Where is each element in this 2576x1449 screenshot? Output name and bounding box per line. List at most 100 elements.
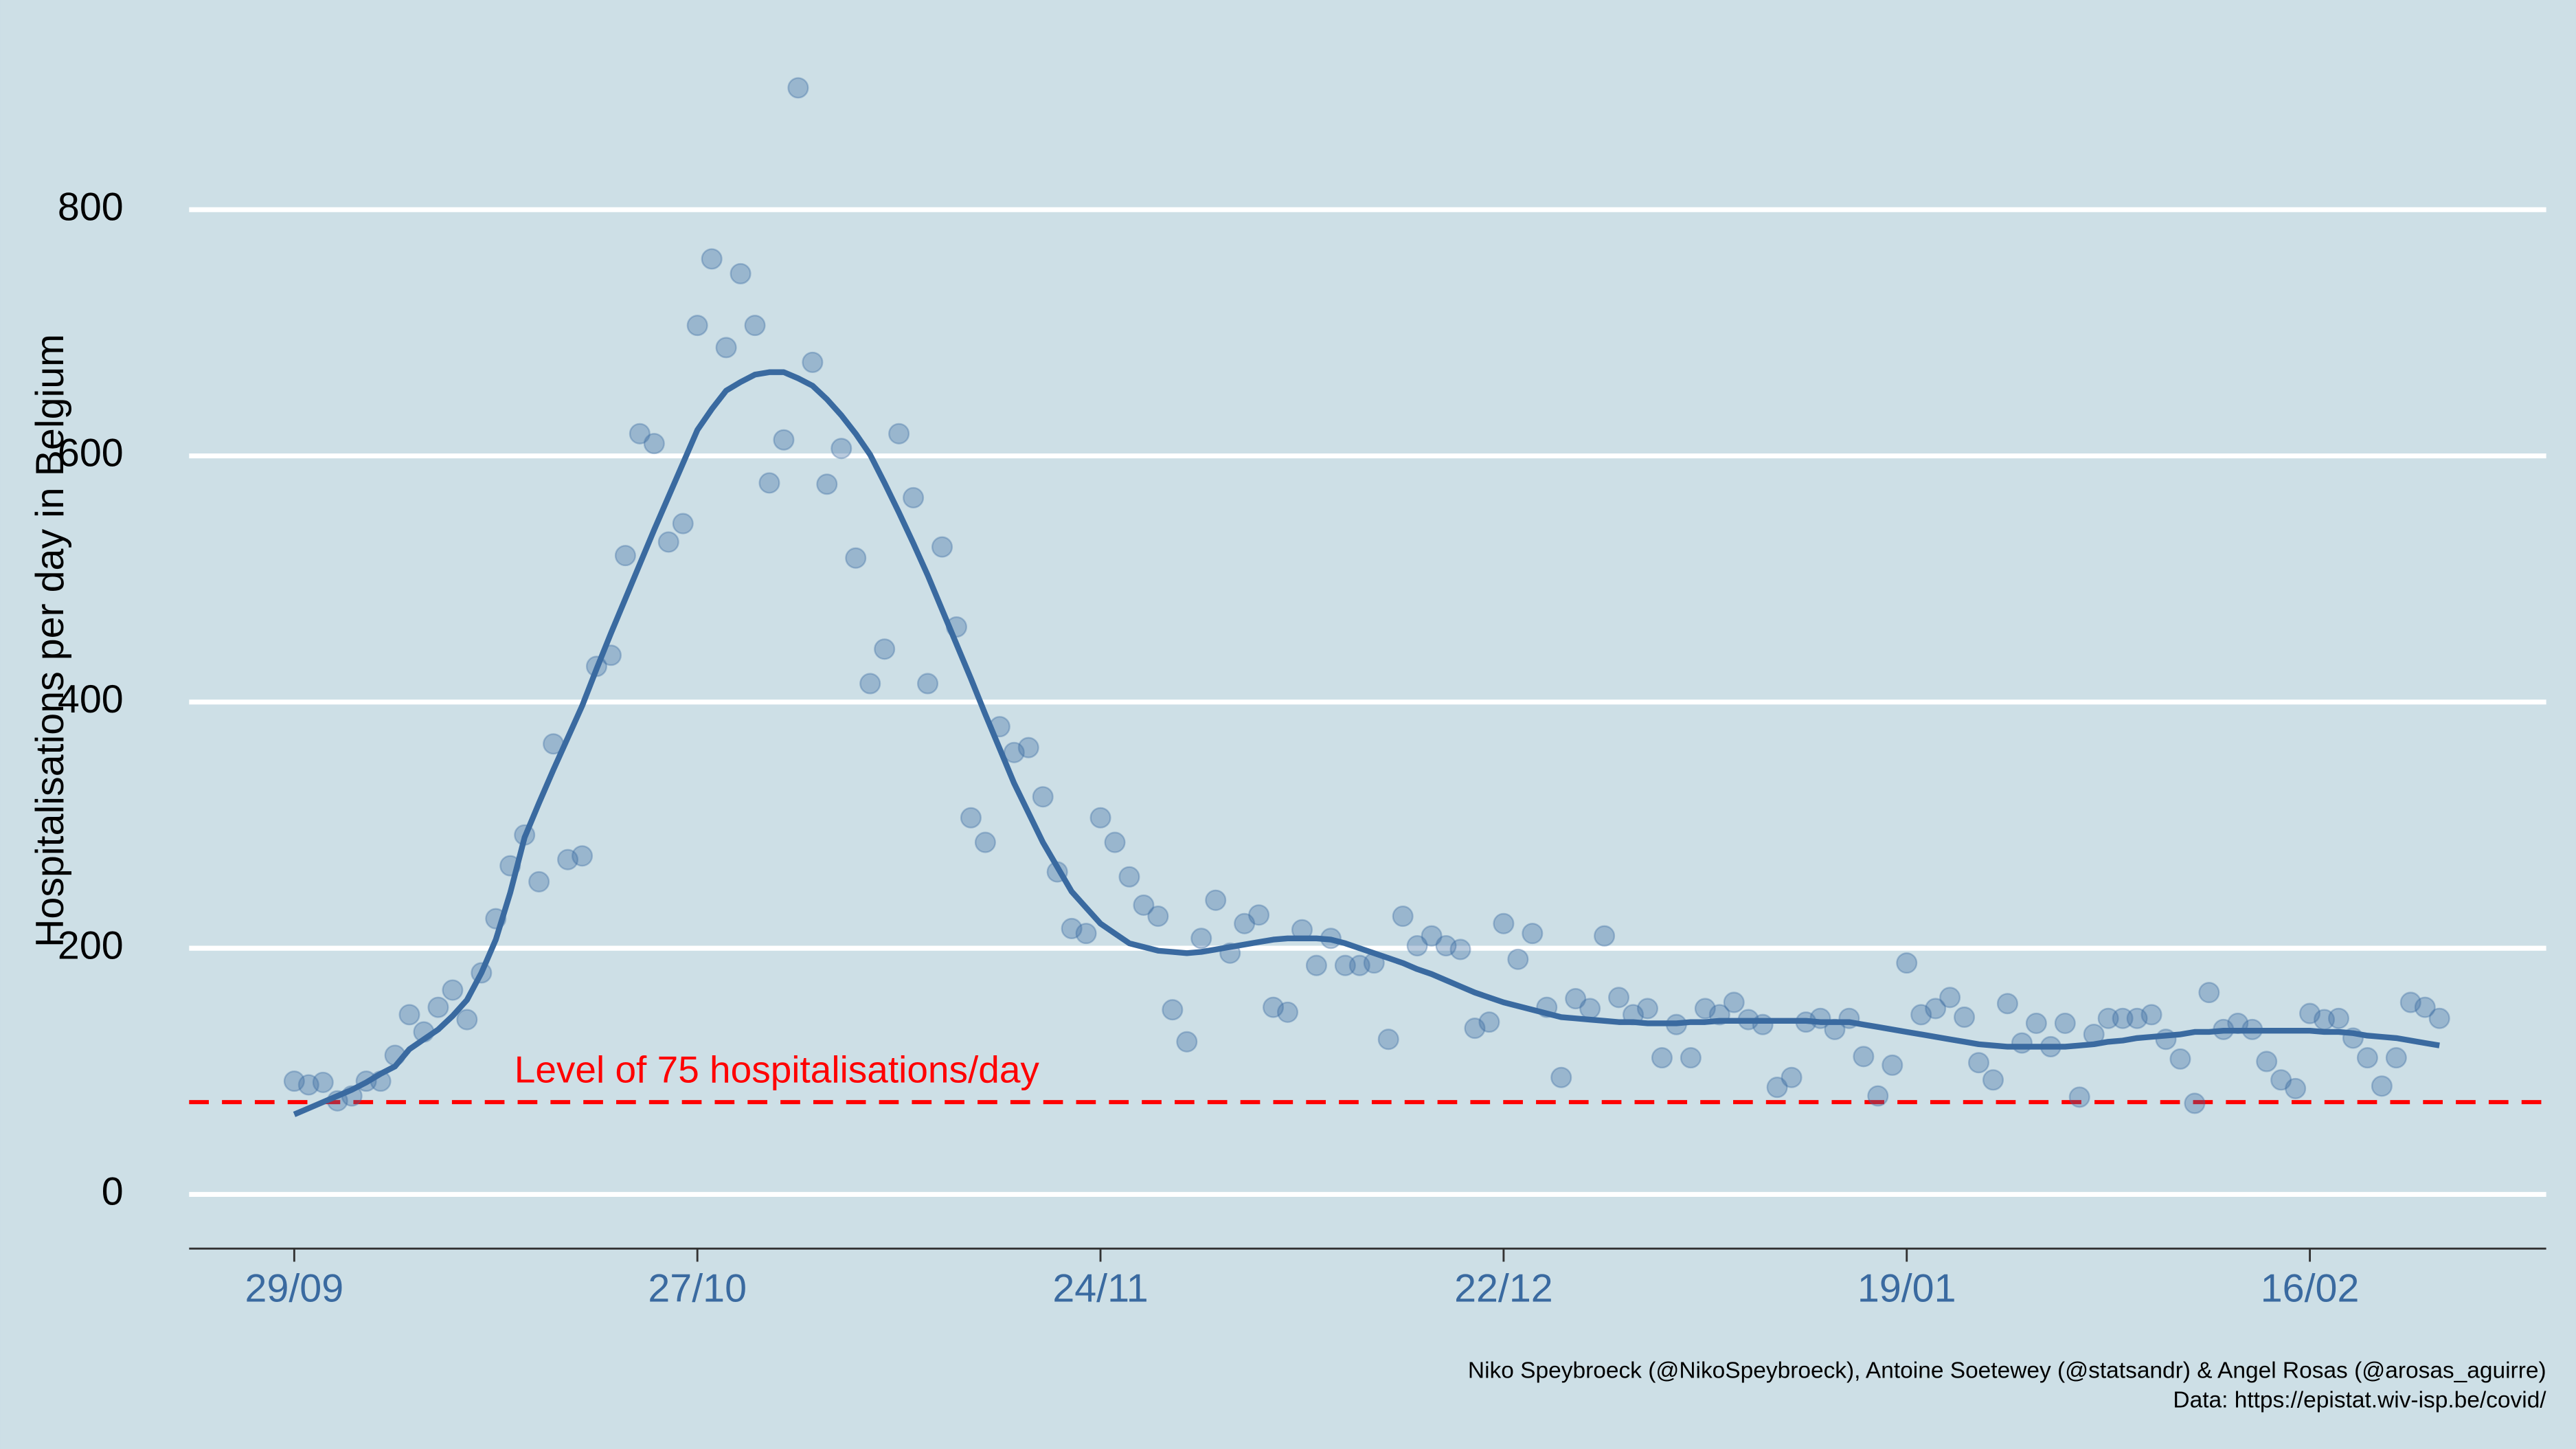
y-tick-label: 800 xyxy=(58,185,124,229)
point xyxy=(1896,952,1918,974)
point xyxy=(2011,1032,2033,1054)
point xyxy=(1133,894,1155,916)
point xyxy=(2198,982,2220,1004)
x-tick-label: 19/01 xyxy=(1857,1267,1956,1311)
point xyxy=(686,315,708,337)
point xyxy=(2025,1012,2047,1034)
point xyxy=(1248,904,1270,926)
point xyxy=(1925,998,1947,1020)
y-tick-label: 0 xyxy=(102,1170,124,1214)
point xyxy=(2399,991,2421,1013)
point xyxy=(1104,831,1126,853)
point xyxy=(1766,1077,1788,1099)
point xyxy=(1680,1047,1702,1069)
y-tick-label: 400 xyxy=(58,677,124,721)
point xyxy=(2097,1007,2119,1029)
point xyxy=(874,638,896,660)
point xyxy=(2112,1007,2134,1029)
point xyxy=(1190,928,1212,950)
point xyxy=(2356,1047,2378,1069)
point xyxy=(2285,1077,2307,1099)
point xyxy=(974,831,996,853)
point xyxy=(2299,1002,2321,1024)
point xyxy=(1565,988,1587,1010)
point xyxy=(730,262,752,284)
point xyxy=(787,77,809,99)
x-tick-label: 27/10 xyxy=(648,1267,747,1311)
point xyxy=(1636,998,1659,1020)
point xyxy=(1017,737,1039,759)
point xyxy=(1493,912,1515,934)
point xyxy=(2184,1092,2206,1114)
point xyxy=(859,673,881,695)
point xyxy=(845,547,867,569)
point xyxy=(1205,889,1227,911)
point xyxy=(1651,1047,1673,1069)
point xyxy=(1406,935,1428,957)
point xyxy=(557,849,579,870)
point xyxy=(1075,923,1097,945)
point xyxy=(1579,998,1601,1020)
point xyxy=(931,536,953,558)
point xyxy=(1061,917,1083,940)
point xyxy=(1882,1054,1903,1076)
point xyxy=(888,423,910,445)
point xyxy=(1377,1029,1399,1051)
point xyxy=(456,1009,478,1031)
point xyxy=(1305,954,1327,976)
point xyxy=(1594,925,1616,947)
point xyxy=(960,807,982,829)
point xyxy=(2054,1012,2076,1034)
reference-label: Level of 75 hospitalisations/day xyxy=(515,1048,1040,1091)
point xyxy=(1550,1066,1572,1088)
point xyxy=(2140,1004,2162,1026)
point xyxy=(1608,987,1630,1009)
point xyxy=(1694,998,1716,1020)
point xyxy=(744,315,766,337)
point xyxy=(1982,1069,2004,1091)
point xyxy=(2371,1075,2393,1097)
caption: Data: https://epistat.wiv-isp.be/covid/ xyxy=(2173,1388,2546,1413)
point xyxy=(1032,786,1054,808)
point xyxy=(1147,906,1169,928)
caption: Niko Speybroeck (@NikoSpeybroeck), Antoi… xyxy=(1468,1358,2546,1383)
point xyxy=(427,996,449,1018)
point xyxy=(2428,1007,2450,1029)
point xyxy=(1435,935,1457,957)
point xyxy=(816,473,838,495)
point xyxy=(1723,991,1745,1013)
x-tick-label: 24/11 xyxy=(1052,1267,1148,1311)
point xyxy=(1276,1001,1299,1023)
point xyxy=(2327,1007,2350,1029)
point xyxy=(1910,1004,1932,1026)
point xyxy=(1522,923,1544,945)
point xyxy=(1507,948,1529,970)
point xyxy=(398,1004,420,1026)
point xyxy=(1089,807,1111,829)
point xyxy=(1967,1052,1990,1074)
point xyxy=(1263,996,1285,1018)
point xyxy=(2126,1007,2148,1029)
point xyxy=(916,673,939,695)
point xyxy=(614,545,636,567)
point xyxy=(758,472,780,494)
point xyxy=(903,486,925,508)
point xyxy=(2385,1047,2407,1069)
point xyxy=(1392,906,1414,928)
point xyxy=(2256,1051,2278,1072)
point xyxy=(1162,999,1184,1021)
point xyxy=(831,438,852,460)
point xyxy=(1954,1006,1976,1029)
point xyxy=(773,429,795,451)
point xyxy=(2068,1086,2090,1108)
point xyxy=(1853,1046,1875,1068)
point xyxy=(528,870,550,892)
y-tick-label: 600 xyxy=(58,431,124,475)
point xyxy=(442,979,464,1001)
point xyxy=(1867,1085,1889,1107)
point xyxy=(2270,1069,2292,1091)
point xyxy=(312,1071,334,1093)
y-tick-label: 200 xyxy=(58,923,124,967)
